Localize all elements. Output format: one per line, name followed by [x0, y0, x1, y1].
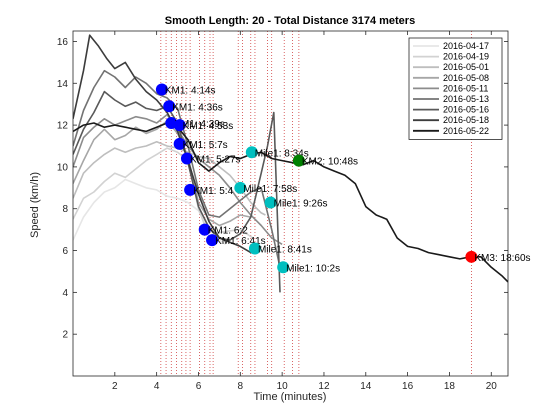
x-tick-label: 18: [444, 381, 456, 392]
x-tick-label: 6: [196, 381, 202, 392]
y-tick-label: 12: [57, 121, 69, 132]
series-line-2016-04-17: [73, 178, 227, 245]
milestone-marker: [234, 181, 247, 194]
x-tick-label: 8: [238, 381, 244, 392]
x-tick-label: 4: [154, 381, 160, 392]
y-tick-label: 4: [62, 288, 68, 299]
milestone-marker: [465, 250, 478, 263]
x-tick-label: 2: [112, 381, 118, 392]
x-tick-label: 12: [318, 381, 330, 392]
y-tick-label: 6: [62, 246, 68, 257]
milestone-label: KM1: 4:36s: [172, 102, 223, 113]
event-lines-layer: [160, 31, 472, 376]
x-axis-label: Time (minutes): [254, 391, 327, 403]
legend-entry: 2016-04-17: [443, 41, 489, 51]
milestone-label: KM1: 5:7s: [183, 140, 228, 151]
y-axis-label: Speed (km/h): [29, 172, 41, 238]
milestone-marker: [155, 83, 168, 96]
milestone-label: Mile1: 8:41s: [258, 244, 312, 255]
milestone-label: KM3: 18:60s: [474, 253, 530, 264]
milestone-marker: [173, 119, 186, 132]
milestone-label: Mile1: 7:58s: [243, 184, 297, 195]
legend-entry: 2016-05-11: [443, 83, 488, 93]
milestone-label: Mile1: 8:34s: [255, 148, 309, 159]
milestone-marker: [277, 261, 290, 274]
milestone-label: KM1: 5:4: [193, 186, 233, 197]
y-tick-label: 2: [62, 330, 68, 341]
milestone-marker: [198, 223, 211, 236]
series-line-2016-05-13: [73, 69, 281, 268]
milestone-label: KM2: 10:48s: [302, 157, 358, 168]
x-tick-label: 16: [402, 381, 414, 392]
milestone-marker: [184, 183, 197, 196]
milestone-label: KM1: 4:53s: [183, 121, 234, 132]
milestone-marker: [163, 100, 176, 113]
milestone-marker: [264, 196, 277, 209]
legend-entry: 2016-05-13: [443, 94, 489, 104]
legend-entry: 2016-05-18: [443, 115, 489, 125]
milestone-marker: [292, 154, 305, 167]
legend-entry: 2016-05-22: [443, 126, 489, 136]
y-tick-label: 14: [57, 79, 69, 90]
legend-entry: 2016-04-19: [443, 52, 489, 62]
y-tick-label: 10: [57, 162, 69, 173]
milestone-label: KM1: 4:14s: [165, 86, 216, 97]
milestone-label: Mile1: 10:2s: [286, 263, 340, 274]
series-line-2016-05-22: [73, 122, 508, 283]
y-tick-label: 8: [62, 204, 68, 215]
milestone-label: KM1: 4:39s: [174, 119, 225, 130]
milestone-label: Mile1: 9:26s: [274, 198, 328, 209]
y-tick-label: 16: [57, 37, 69, 48]
milestone-marker: [206, 234, 219, 247]
milestone-marker: [245, 146, 258, 159]
milestone-label: KM1: 6:2: [208, 226, 248, 237]
series-line-2016-05-18: [73, 34, 262, 254]
x-tick-label: 10: [277, 381, 289, 392]
x-tick-label: 14: [360, 381, 372, 392]
legend: 2016-04-172016-04-192016-05-012016-05-08…: [408, 37, 503, 140]
plot-frame: [72, 30, 509, 377]
series-line-2016-05-08: [73, 120, 251, 227]
legend-entry: 2016-05-08: [443, 73, 489, 83]
axis-ticks-layer: 2 4 6 8 10 12 14 16 18 20 2 4 6 8 10 12 14 16: [57, 31, 508, 392]
milestone-label: KM1: 5:27s: [190, 155, 241, 166]
milestone-label: KM1: 6:41s: [215, 236, 266, 247]
x-tick-label: 20: [486, 381, 498, 392]
legend-entry: 2016-05-16: [443, 105, 489, 115]
milestone-marker: [248, 242, 261, 255]
legend-entry: 2016-05-01: [443, 62, 489, 72]
milestone-marker: [180, 152, 193, 165]
milestone-marker: [173, 137, 186, 150]
chart-title: Smooth Length: 20 - Total Distance 3174 …: [165, 15, 415, 27]
